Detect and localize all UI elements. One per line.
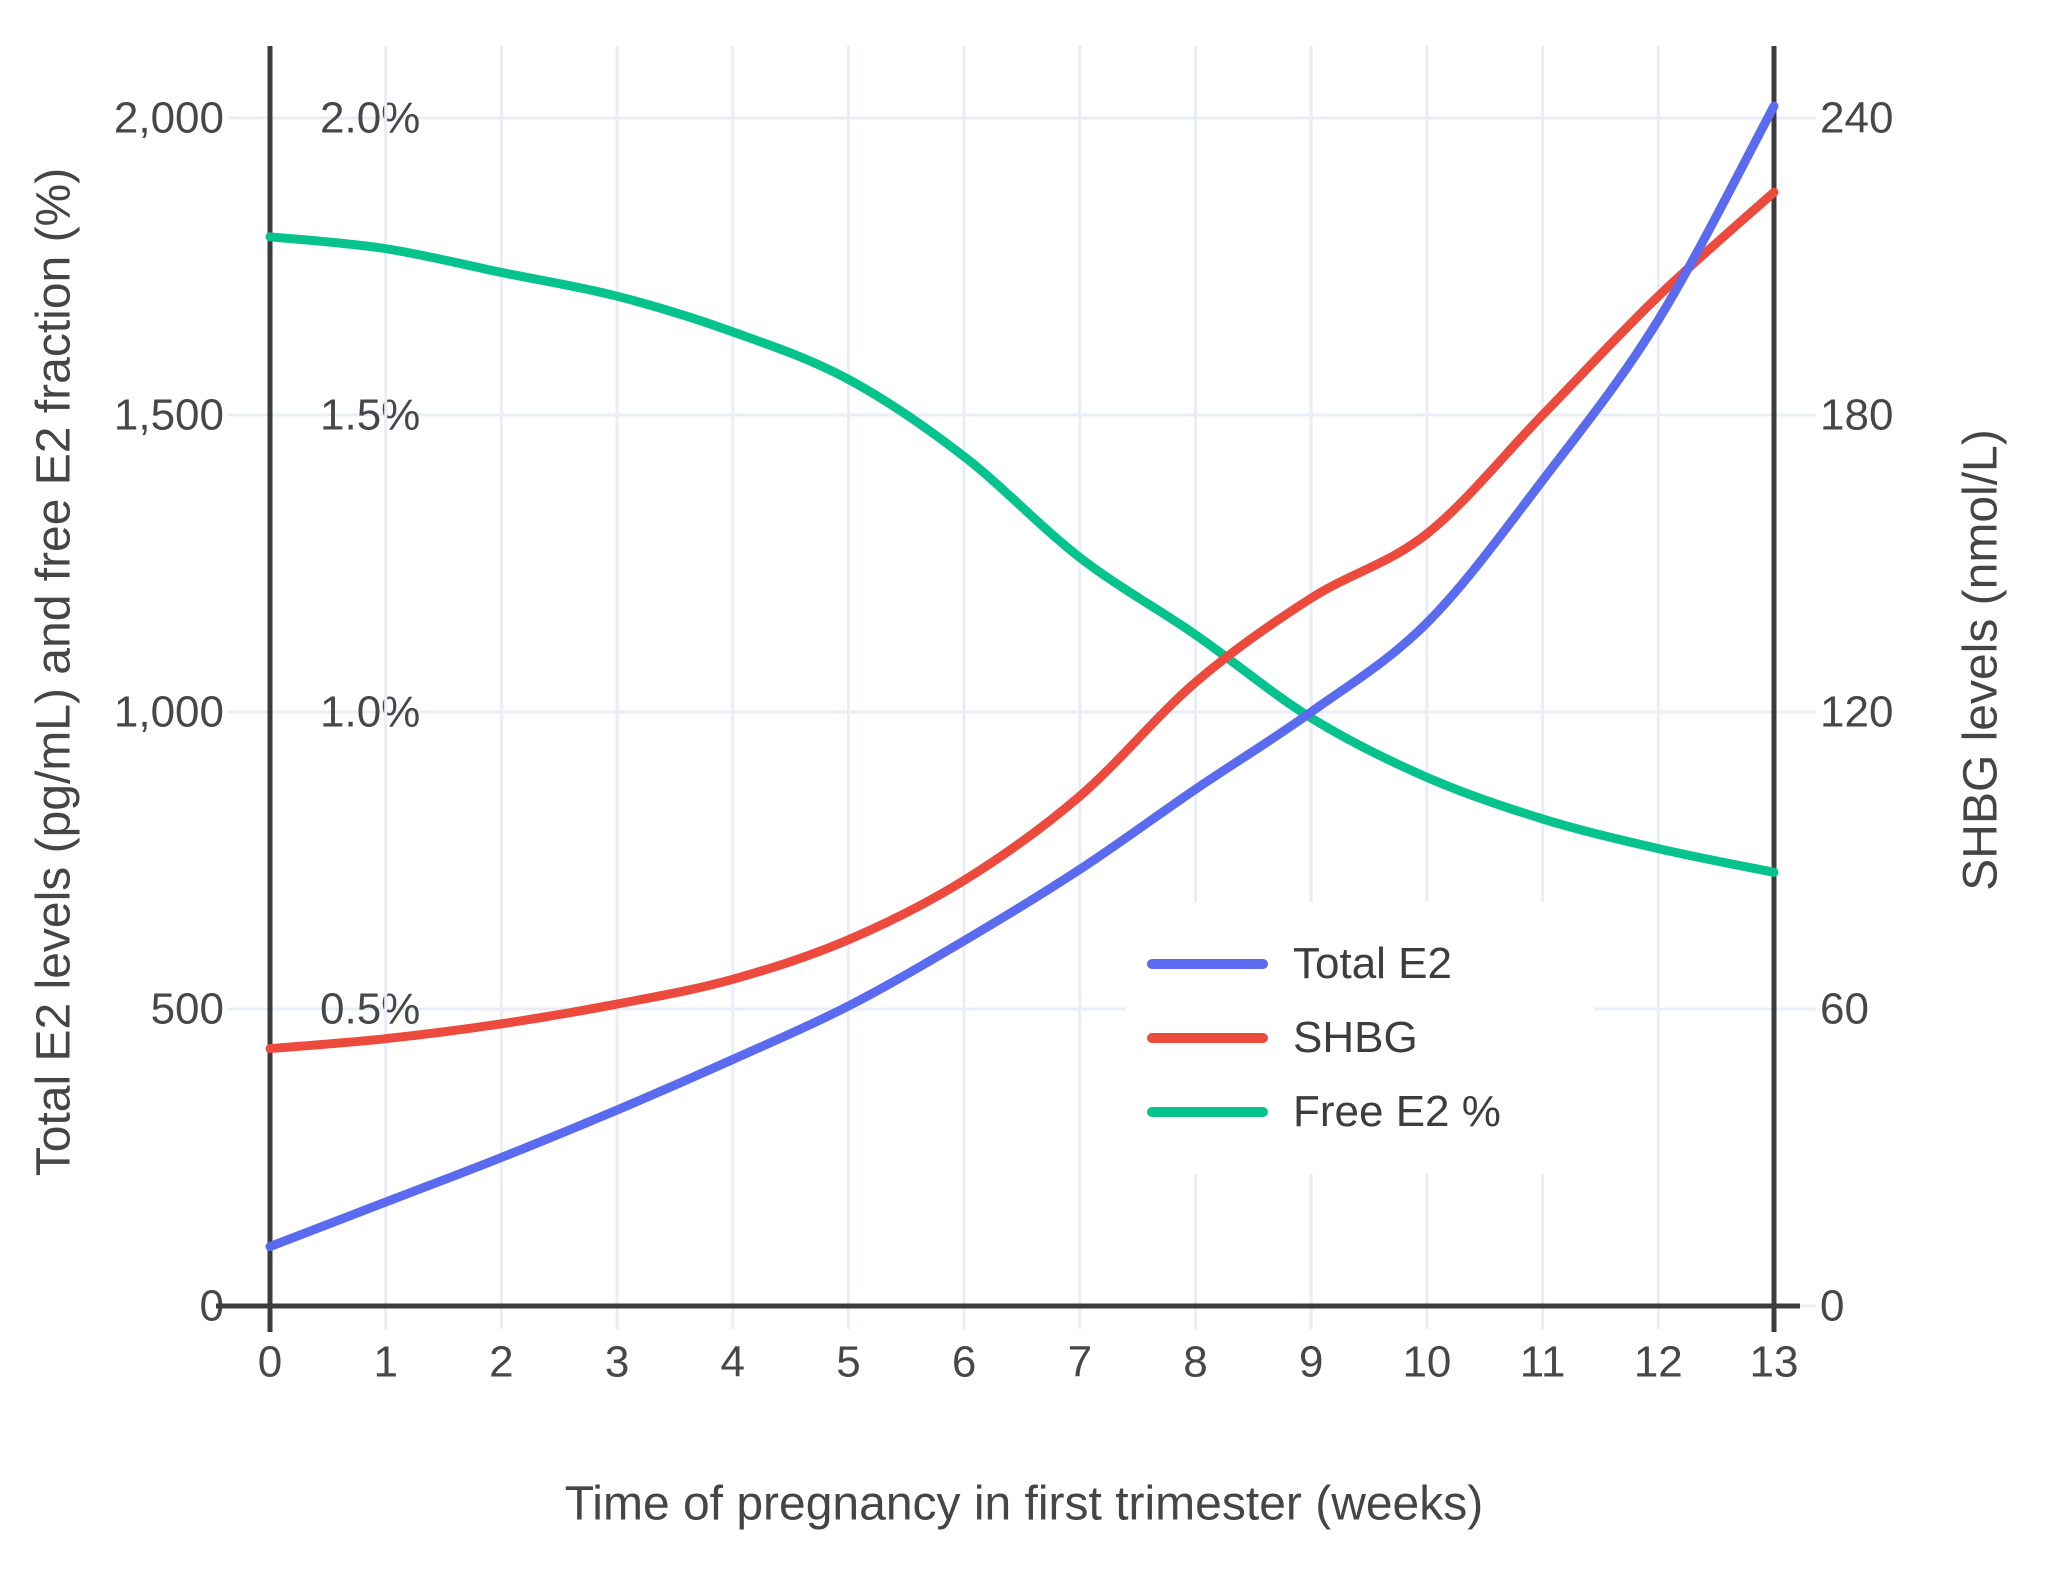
left-tick-label: 2,000 (114, 94, 224, 143)
legend-label-free-e2: Free E2 % (1293, 1087, 1501, 1136)
y-axis-title-left: Total E2 levels (pg/mL) and free E2 frac… (27, 167, 81, 1177)
legend-item-shbg[interactable]: SHBG (1125, 1001, 1595, 1075)
legend-label-shbg: SHBG (1293, 1013, 1418, 1062)
left-percent-tick-label: 1.5% (320, 391, 420, 440)
legend-item-total-e2[interactable]: Total E2 (1125, 927, 1595, 1001)
legend-item-free-e2[interactable]: Free E2 % (1125, 1075, 1595, 1149)
right-tick-label: 0 (1820, 1282, 1844, 1331)
left-percent-tick-label: 1.0% (320, 688, 420, 737)
x-tick-label: 10 (1402, 1338, 1451, 1387)
x-tick-label: 2 (489, 1338, 513, 1387)
y-axis-title-right: SHBG levels (nmol/L) (1954, 429, 2008, 891)
x-tick-label: 11 (1520, 1338, 1566, 1387)
left-percent-tick-label: 0.5% (320, 985, 420, 1034)
legend-swatch-total-e2 (1147, 959, 1268, 969)
legend: Total E2 SHBG Free E2 % (1125, 902, 1595, 1174)
x-tick-label: 12 (1634, 1338, 1683, 1387)
legend-label-total-e2: Total E2 (1293, 939, 1452, 988)
x-tick-label: 0 (258, 1338, 282, 1387)
x-tick-label: 1 (373, 1338, 397, 1387)
legend-swatch-free-e2 (1147, 1107, 1268, 1117)
left-tick-label: 500 (151, 985, 224, 1034)
left-tick-label: 1,000 (114, 688, 224, 737)
series-line-shbg (265, 187, 1779, 1054)
left-percent-tick-label: 2.0% (320, 94, 420, 143)
right-tick-label: 120 (1820, 688, 1893, 737)
x-tick-label: 7 (1068, 1338, 1092, 1387)
right-tick-label: 180 (1820, 391, 1893, 440)
right-tick-label: 60 (1820, 985, 1869, 1034)
x-tick-label: 9 (1299, 1338, 1323, 1387)
x-tick-label: 8 (1183, 1338, 1207, 1387)
series-line-free-e2- (265, 232, 1779, 877)
x-tick-label: 5 (836, 1338, 860, 1387)
x-axis-title: Time of pregnancy in first trimester (we… (564, 1477, 1484, 1531)
series-line-total-e2 (265, 101, 1779, 1252)
x-tick-label: 6 (952, 1338, 976, 1387)
left-tick-label: 1,500 (114, 391, 224, 440)
x-tick-label: 3 (605, 1338, 629, 1387)
x-tick-label: 13 (1750, 1338, 1799, 1387)
x-tick-label: 4 (721, 1338, 745, 1387)
legend-swatch-shbg (1147, 1033, 1268, 1043)
right-tick-label: 240 (1820, 94, 1893, 143)
